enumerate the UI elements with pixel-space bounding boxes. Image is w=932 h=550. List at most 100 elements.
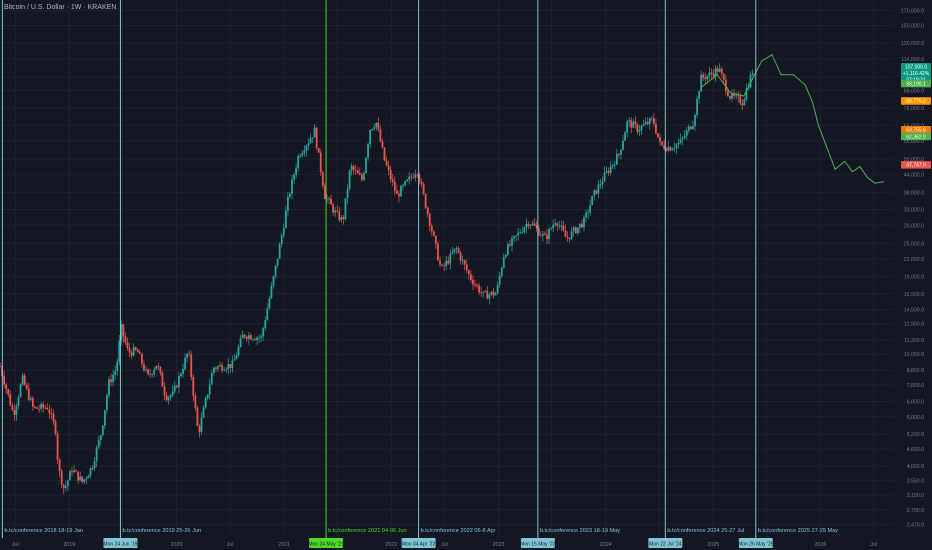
candle-body (134, 347, 137, 350)
candle-body (492, 291, 495, 296)
candle-body (270, 285, 273, 299)
price-badge-text: 63,755.6 (906, 127, 926, 133)
candle-body (698, 91, 701, 99)
event-date-tag-text: Mon 24 May '21 (308, 542, 344, 548)
x-tick-label: 2024 (600, 542, 612, 548)
candle-body (29, 398, 32, 400)
event-date-tag (309, 538, 344, 548)
candle-body (52, 413, 55, 422)
candle-body (636, 124, 639, 132)
candle-body (628, 120, 631, 122)
candle-body (449, 253, 452, 264)
candle-body (640, 125, 643, 131)
candle-body (229, 363, 232, 368)
candle-body (363, 172, 365, 180)
candle-body (739, 96, 742, 104)
candle-body (89, 467, 92, 476)
price-badge-text: 80,776.2 (906, 99, 926, 105)
candle-body (737, 95, 740, 97)
candle-body (293, 174, 295, 180)
candle-body (554, 223, 557, 225)
candle-body (406, 179, 409, 182)
candle-body (161, 373, 164, 387)
price-badge-text: 93,190.1 (906, 81, 926, 87)
candle-body (217, 366, 219, 369)
candle-body (422, 184, 425, 194)
candle-body (254, 339, 256, 341)
candle-body (426, 207, 429, 214)
candle-body (334, 210, 337, 213)
candle-body (175, 385, 178, 388)
candle-body (539, 235, 542, 237)
candle-body (352, 166, 355, 170)
price-badge (901, 63, 931, 84)
candle-body (733, 93, 735, 97)
candle-body (655, 124, 657, 134)
candle-body (677, 142, 680, 145)
candle-body (632, 121, 635, 128)
candle-body (663, 144, 666, 149)
y-tick-label: 3,550.0 (907, 479, 924, 485)
candle-body (393, 181, 396, 191)
candle-body (648, 118, 651, 125)
x-tick-label: Jul (441, 542, 448, 548)
candle-body (66, 480, 69, 486)
candle-body (239, 338, 242, 347)
candle-body (373, 127, 376, 129)
candle-body (120, 324, 123, 341)
candle-body (706, 75, 709, 80)
y-tick-label: 6,000.0 (907, 415, 924, 421)
candle-body (601, 181, 604, 185)
candle-body (202, 407, 205, 418)
candle-body (75, 470, 77, 472)
candle-body (309, 138, 312, 144)
event-date-tag (738, 538, 773, 548)
candle-body (626, 121, 629, 133)
candle-body (494, 293, 497, 296)
candle-body (630, 120, 633, 128)
candle-body (272, 276, 275, 286)
x-tick-label: Jul (870, 542, 877, 548)
candle-body (414, 174, 417, 178)
candle-body (657, 133, 659, 138)
candle-body (204, 398, 207, 408)
candle-body (97, 439, 100, 448)
candle-body (356, 170, 359, 174)
y-tick-label: 8,800.0 (907, 368, 924, 374)
candle-body (681, 137, 684, 140)
candle-body (439, 260, 441, 265)
candle-body (227, 363, 230, 370)
y-tick-label: 2,790.0 (907, 508, 924, 514)
candle-body (305, 145, 308, 151)
candle-body (690, 126, 692, 130)
candle-body (126, 342, 129, 349)
candle-body (675, 144, 678, 149)
candle-body (428, 213, 431, 226)
candle-body (54, 421, 57, 434)
candle-body (140, 353, 143, 364)
candle-body (544, 233, 546, 235)
candle-body (496, 284, 499, 294)
candle-body (511, 238, 513, 246)
candle-body (570, 231, 573, 240)
y-tick-label: 50,000.0 (904, 157, 924, 163)
candle-body (562, 225, 565, 231)
candle-body (50, 413, 53, 415)
candle-body (696, 98, 698, 116)
candle-body (180, 373, 182, 376)
candle-body (735, 95, 738, 97)
candle-body (62, 484, 65, 488)
candle-body (297, 155, 300, 169)
candle-body (420, 182, 423, 185)
price-badge (901, 161, 931, 169)
candle-body (278, 244, 281, 259)
candle-body (595, 190, 598, 194)
candle-body (587, 212, 589, 214)
candle-body (379, 129, 382, 142)
candle-body (46, 407, 49, 410)
candle-body (486, 290, 489, 299)
candle-body (453, 248, 456, 253)
candle-body (741, 103, 744, 106)
candle-body (502, 257, 505, 268)
